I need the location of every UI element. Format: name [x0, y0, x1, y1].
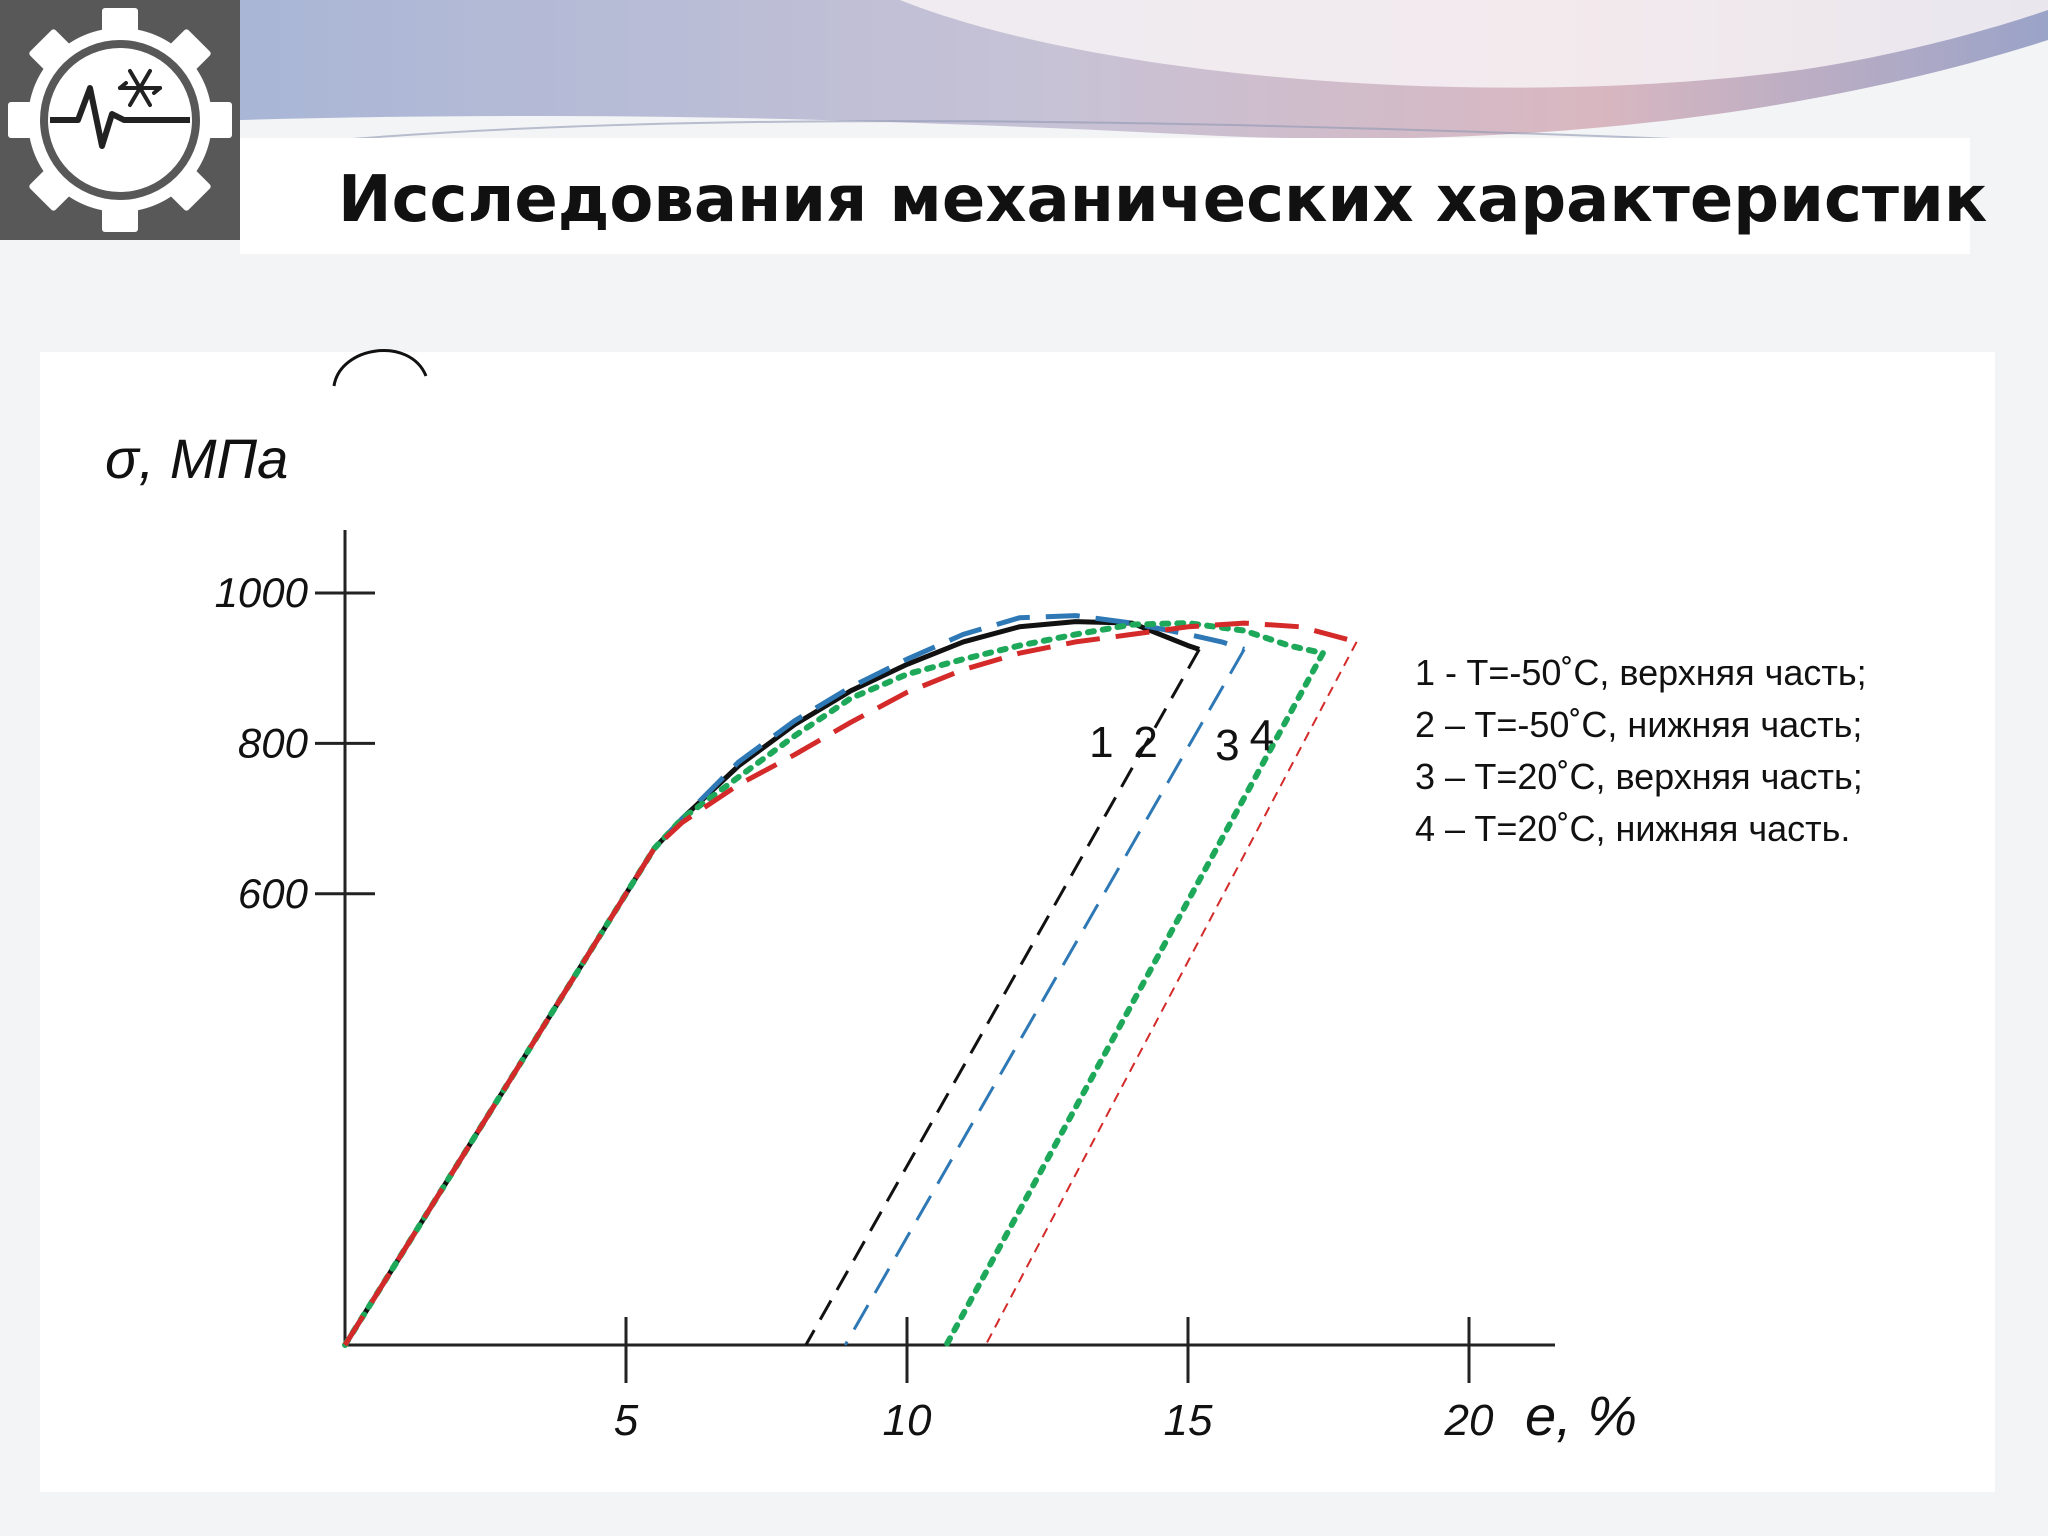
- slide-title: Исследования механических характеристик: [338, 163, 1988, 237]
- y-tick-label: 1000: [215, 569, 309, 616]
- y-axis-label: σ, МПа: [105, 427, 288, 490]
- legend-entry: 3 – T=20˚C, верхняя часть;: [1415, 756, 1863, 797]
- series-4-number-label: 4: [1250, 711, 1274, 760]
- circle-decoration: [332, 349, 428, 387]
- legend-entry: 1 - T=-50˚C, верхняя часть;: [1415, 652, 1867, 693]
- series-3-number-label: 3: [1215, 721, 1239, 770]
- y-tick-label: 800: [238, 719, 309, 766]
- series-1-number-label: 1: [1089, 718, 1113, 767]
- title-box: [240, 138, 1970, 254]
- x-tick-label: 5: [614, 1396, 639, 1445]
- series-2-unload-line: [843, 648, 1246, 1346]
- series-3-curve: [342, 620, 1326, 1348]
- series-1-unload-line: [804, 648, 1201, 1346]
- x-tick-label: 15: [1164, 1396, 1213, 1445]
- chart-panel: [40, 352, 1995, 1492]
- series-3-unload-line: [943, 650, 1326, 1348]
- y-tick-label: 600: [238, 870, 309, 917]
- series-4-unload-line: [984, 641, 1358, 1346]
- series-1-curve: [342, 619, 1201, 1347]
- series-4-curve: [342, 620, 1358, 1347]
- x-axis-label: e, %: [1525, 1384, 1637, 1447]
- header-decoration: [0, 0, 2048, 150]
- x-tick-label: 10: [883, 1396, 932, 1445]
- series-2-number-label: 2: [1133, 718, 1157, 767]
- x-tick-label: 20: [1444, 1396, 1494, 1445]
- legend-entry: 4 – T=20˚C, нижняя часть.: [1415, 808, 1850, 849]
- legend-entry: 2 – T=-50˚C, нижняя часть;: [1415, 704, 1862, 745]
- logo-icon: [0, 0, 240, 240]
